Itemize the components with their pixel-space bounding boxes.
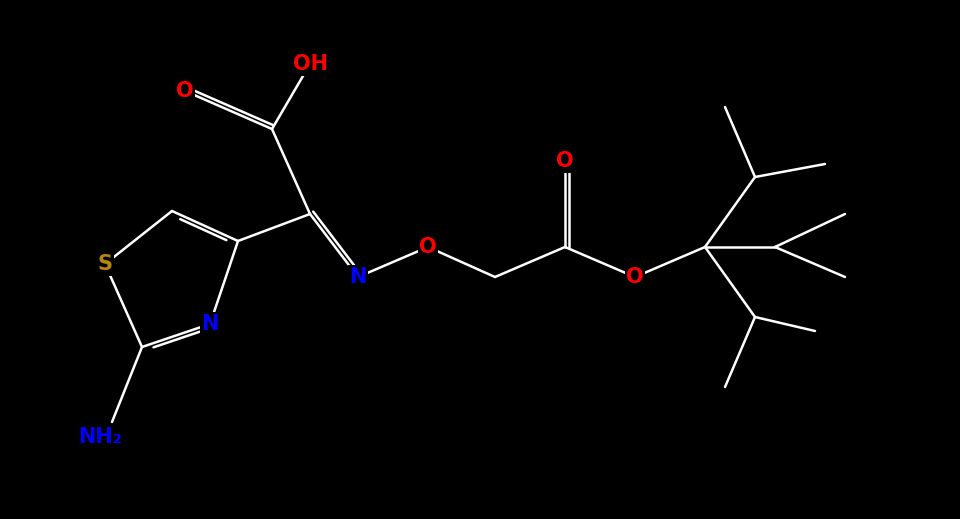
Text: N: N	[202, 314, 219, 334]
Text: NH₂: NH₂	[78, 427, 122, 447]
Text: O: O	[626, 267, 644, 287]
Text: O: O	[556, 151, 574, 171]
Text: OH: OH	[293, 54, 327, 74]
Text: S: S	[98, 254, 112, 274]
Text: O: O	[177, 81, 194, 101]
Text: N: N	[349, 267, 367, 287]
Text: O: O	[420, 237, 437, 257]
